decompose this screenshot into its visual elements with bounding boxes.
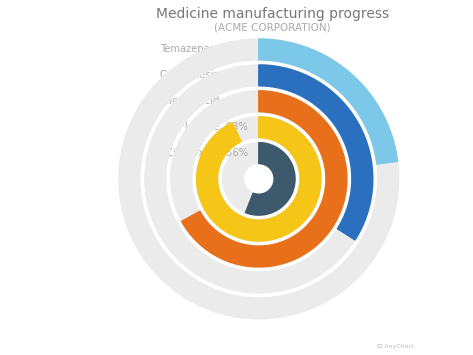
Text: Zinc Oxide, 56%: Zinc Oxide, 56% — [166, 148, 248, 158]
Text: Fluoride, 93%: Fluoride, 93% — [179, 122, 248, 132]
Text: Guaifenesin, 34%: Guaifenesin, 34% — [160, 70, 248, 80]
Text: Temazepam, 23%: Temazepam, 23% — [160, 44, 248, 54]
Text: Salicylic Acid, 67%: Salicylic Acid, 67% — [154, 96, 248, 106]
Polygon shape — [145, 65, 373, 293]
Polygon shape — [259, 65, 373, 240]
Polygon shape — [182, 91, 347, 267]
Polygon shape — [119, 39, 399, 319]
Polygon shape — [259, 39, 398, 164]
Text: (ACME CORPORATION): (ACME CORPORATION) — [214, 23, 331, 33]
Polygon shape — [223, 143, 295, 215]
Polygon shape — [197, 117, 321, 241]
Text: Medicine manufacturing progress: Medicine manufacturing progress — [156, 7, 389, 21]
Text: ⊟ AnyChart: ⊟ AnyChart — [377, 344, 414, 349]
Polygon shape — [245, 143, 295, 215]
Polygon shape — [171, 91, 347, 267]
Polygon shape — [197, 117, 321, 241]
